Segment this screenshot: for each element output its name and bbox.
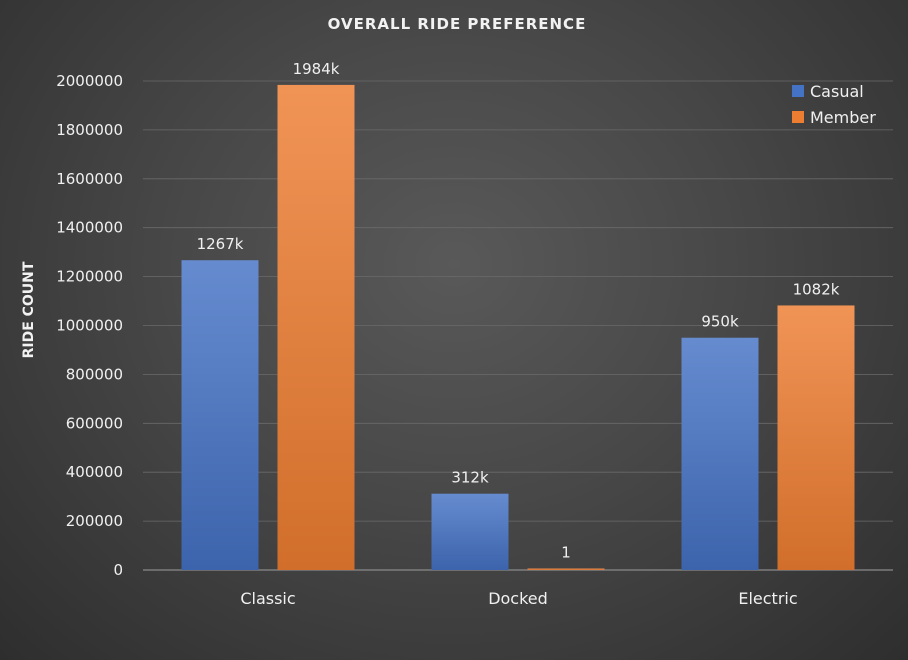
x-axis-categories: Classic Docked Electric xyxy=(240,589,797,608)
data-labels: 1267k 1984k 312k 1 950k 1082k xyxy=(197,60,840,562)
data-label: 1082k xyxy=(793,280,840,298)
bar-casual-electric xyxy=(681,337,759,570)
y-tick-label: 400000 xyxy=(66,463,123,481)
y-tick-label: 1200000 xyxy=(56,268,123,286)
data-label: 950k xyxy=(701,313,739,331)
y-tick-label: 200000 xyxy=(66,512,123,530)
y-tick-label: 1600000 xyxy=(56,170,123,188)
data-label: 1267k xyxy=(197,235,244,253)
gridlines xyxy=(143,80,893,571)
chart-title: OVERALL RIDE PREFERENCE xyxy=(328,15,587,33)
y-tick-label: 1000000 xyxy=(56,317,123,335)
bar-member-electric xyxy=(777,305,855,570)
y-tick-label: 800000 xyxy=(66,365,123,383)
data-label: 1 xyxy=(561,544,571,562)
bar-casual-classic xyxy=(181,260,259,570)
bar-member-docked xyxy=(527,568,605,570)
bar-casual-docked xyxy=(431,493,509,570)
bar-member-classic xyxy=(277,84,355,571)
legend-label-casual: Casual xyxy=(810,82,864,101)
x-category-label: Docked xyxy=(488,589,548,608)
y-axis-ticks: 0 200000 400000 600000 800000 1000000 1200000 1… xyxy=(56,72,123,579)
legend-swatch-member xyxy=(792,111,804,123)
data-label: 1984k xyxy=(293,60,340,78)
y-tick-label: 2000000 xyxy=(56,72,123,90)
x-category-label: Electric xyxy=(738,589,797,608)
legend: Casual Member xyxy=(792,82,876,127)
x-category-label: Classic xyxy=(240,589,295,608)
y-tick-label: 1800000 xyxy=(56,121,123,139)
legend-swatch-casual xyxy=(792,85,804,97)
data-label: 312k xyxy=(451,469,489,487)
bars xyxy=(181,84,855,571)
legend-label-member: Member xyxy=(810,108,876,127)
y-tick-label: 600000 xyxy=(66,414,123,432)
y-axis-label: RIDE COUNT xyxy=(21,261,37,358)
y-tick-label: 0 xyxy=(113,561,123,579)
y-tick-label: 1400000 xyxy=(56,219,123,237)
